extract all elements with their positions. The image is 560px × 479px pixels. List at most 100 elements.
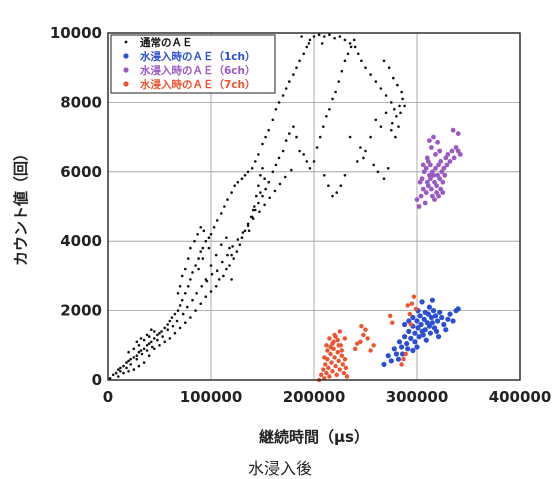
data-point <box>355 341 360 346</box>
data-point <box>298 59 301 63</box>
data-point <box>384 111 388 115</box>
data-point <box>434 190 439 196</box>
data-point <box>455 306 461 312</box>
data-point <box>416 334 422 340</box>
data-point <box>385 353 391 359</box>
data-point <box>379 87 383 90</box>
data-point <box>251 217 255 220</box>
data-point <box>196 233 199 236</box>
data-point <box>430 193 435 199</box>
y-tick-label: 0 <box>92 371 102 389</box>
data-point <box>268 196 272 200</box>
data-point <box>333 36 336 40</box>
data-point <box>238 243 242 246</box>
data-point <box>439 169 445 175</box>
data-point <box>257 153 260 156</box>
data-point <box>414 318 420 324</box>
data-point <box>400 90 403 94</box>
data-point <box>317 33 321 36</box>
data-point <box>337 367 342 372</box>
data-point <box>215 269 219 273</box>
data-point <box>428 314 434 321</box>
data-point <box>267 128 271 132</box>
data-point <box>241 231 245 234</box>
data-point <box>398 104 401 108</box>
data-point <box>329 360 334 365</box>
data-point <box>376 170 380 174</box>
data-point <box>180 274 184 278</box>
legend-box <box>110 34 276 94</box>
data-point <box>246 224 250 227</box>
data-point <box>322 125 325 128</box>
y-tick-label: 4000 <box>60 232 102 250</box>
data-point <box>125 366 128 370</box>
data-point <box>323 174 326 177</box>
data-point <box>160 330 163 333</box>
data-point <box>353 346 358 351</box>
data-point <box>236 238 240 241</box>
data-point <box>274 108 278 111</box>
data-point <box>298 149 301 153</box>
data-point <box>308 167 312 170</box>
data-point <box>127 370 130 373</box>
data-point <box>346 52 350 56</box>
data-point <box>199 226 202 229</box>
data-point <box>139 337 143 340</box>
data-point <box>447 311 453 317</box>
data-point <box>331 97 334 101</box>
data-point <box>425 183 431 189</box>
data-point <box>132 368 136 371</box>
data-point <box>433 152 438 157</box>
data-point <box>108 377 112 380</box>
data-point <box>390 101 393 104</box>
data-point <box>337 329 342 334</box>
data-point <box>178 326 182 330</box>
data-point <box>201 257 205 260</box>
data-point <box>263 177 266 180</box>
data-point <box>173 312 177 316</box>
data-point <box>419 328 425 334</box>
data-point <box>254 194 258 198</box>
data-point <box>334 372 339 377</box>
data-point <box>233 184 236 187</box>
data-point <box>259 174 262 177</box>
data-point <box>184 267 187 271</box>
data-point <box>302 153 306 156</box>
data-point <box>419 176 425 182</box>
data-point <box>181 312 185 316</box>
data-point <box>339 353 344 358</box>
data-point <box>230 253 233 257</box>
data-point <box>343 174 347 177</box>
data-point <box>407 311 412 317</box>
data-point <box>364 149 367 153</box>
data-point <box>222 274 225 278</box>
data-point <box>202 229 206 233</box>
data-point <box>442 172 448 178</box>
legend-marker <box>123 53 129 59</box>
data-point <box>352 38 356 42</box>
data-point <box>111 373 115 377</box>
data-point <box>292 73 295 76</box>
data-point <box>194 309 197 312</box>
data-point <box>333 334 338 339</box>
data-point <box>396 339 403 345</box>
data-point <box>180 298 184 302</box>
data-point <box>212 226 216 229</box>
data-point <box>281 94 285 97</box>
data-point <box>359 324 364 329</box>
data-point <box>374 118 378 122</box>
data-point <box>449 148 455 154</box>
data-point <box>438 159 444 164</box>
data-point <box>438 186 444 192</box>
data-point <box>392 76 395 80</box>
data-point <box>368 348 373 353</box>
data-point <box>132 356 136 359</box>
data-point <box>207 236 211 239</box>
data-point <box>410 347 416 354</box>
data-point <box>450 318 456 324</box>
data-point <box>374 80 378 83</box>
data-point <box>391 121 394 125</box>
data-point <box>207 246 211 250</box>
data-point <box>403 351 408 357</box>
data-point <box>423 165 429 171</box>
